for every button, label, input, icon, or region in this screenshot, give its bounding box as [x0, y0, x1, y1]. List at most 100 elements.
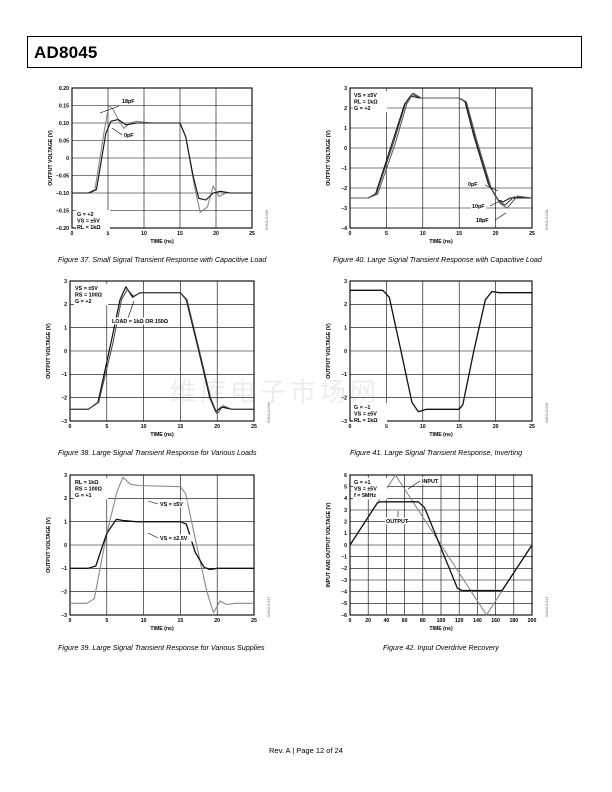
series-line [70, 286, 254, 413]
x-tick-label: 20 [213, 231, 219, 237]
condition-label: RL = 1kΩ [354, 100, 378, 106]
page-footer: Rev. A | Page 12 of 24 [269, 746, 343, 755]
annotation-label: 18pF [476, 218, 489, 224]
annotation-leader [147, 532, 159, 539]
x-tick-label: 160 [491, 618, 500, 624]
x-tick-label: 60 [402, 618, 408, 624]
series-line [72, 118, 252, 201]
annotation-label: OUTPUT [386, 519, 409, 525]
x-tick-label: 15 [456, 424, 462, 430]
y-tick-label: 0.10 [59, 121, 69, 127]
x-tick-label: 15 [456, 231, 462, 237]
fig37-grid [71, 87, 253, 229]
condition-label: f = 5MHz [354, 493, 376, 499]
condition-label: VS = ±5V [354, 93, 377, 99]
y-tick-label: 0 [64, 543, 67, 549]
series-line [350, 92, 533, 209]
condition-label: G = +2 [75, 299, 91, 305]
y-tick-label: –2 [61, 589, 67, 595]
fig42-svg: 0 20 40 60 80 100 120 140 160 180 200 6 5 4 3 2 1 0 –1 –2 –3… [326, 473, 549, 632]
y-tick-label: –3 [61, 613, 67, 619]
condition-label: G = +1 [75, 493, 91, 499]
y-tick-label: 1 [344, 126, 347, 132]
y-tick-label: –1 [61, 566, 67, 572]
condition-label: VS = ±5V [75, 286, 98, 292]
x-tick-label: 120 [455, 618, 464, 624]
x-tick-label: 0 [349, 618, 352, 624]
y-tick-label: –2 [341, 186, 347, 192]
page-header: AD8045 [27, 36, 582, 68]
y-tick-label: –5 [341, 601, 347, 607]
caption-fig42: Figure 42. Input Overdrive Recovery [383, 643, 499, 652]
x-tick-label: 10 [141, 231, 147, 237]
series-line [70, 288, 254, 415]
figure-code: 04942-0-016 [267, 403, 271, 423]
y-tick-label: 0 [344, 543, 347, 549]
figure-37: 0 5 10 15 20 25 0.20 0.15 0.10 0.05 0 –0.05 –0.10 –0.… [42, 80, 312, 280]
condition-label: G = +2 [354, 106, 370, 112]
y-tick-label: –2 [341, 395, 347, 401]
annotation-leader [99, 105, 120, 114]
y-tick-label: 2 [344, 106, 347, 112]
y-tick-label: 1 [344, 325, 347, 331]
condition-label: G = +2 [77, 212, 93, 218]
y-tick-label: –4 [341, 226, 347, 232]
x-tick-label: 20 [214, 424, 220, 430]
condition-label: G = –1 [354, 405, 370, 411]
figure-code: 04942-0-015 [265, 210, 269, 230]
figure-39: 0 5 10 15 20 25 3 2 1 0 –1 –2 –3 TIME (ns) OUTPUT VOLT… [42, 467, 312, 667]
y-tick-label: 5 [344, 484, 347, 490]
annotation-leader [484, 184, 499, 192]
x-axis-label: TIME (ns) [429, 239, 453, 245]
caption-fig40: Figure 40. Large Signal Transient Respon… [333, 255, 542, 264]
figure-41: 0 5 10 15 20 25 3 2 1 0 –1 –2 –3 TIME (ns) OUTPUT VOLT… [316, 273, 586, 473]
annotation-label: 18pF [122, 99, 135, 105]
x-tick-label: 5 [385, 424, 388, 430]
y-tick-label: 0 [66, 156, 69, 162]
watermark: 维库电子市场网 [170, 378, 381, 408]
x-tick-label: 20 [214, 618, 220, 624]
condition-label: RL = 1kΩ [354, 418, 378, 424]
figure-code: 04942-0-019 [545, 403, 549, 423]
annotation-leader [147, 500, 159, 505]
x-tick-label: 40 [384, 618, 390, 624]
y-tick-label: 2 [344, 302, 347, 308]
x-tick-label: 0 [69, 424, 72, 430]
annotation-label: LOAD = 1kΩ OR 150Ω [112, 319, 169, 325]
x-tick-label: 10 [420, 424, 426, 430]
y-tick-label: –1 [341, 372, 347, 378]
x-tick-label: 25 [529, 231, 535, 237]
x-tick-label: 25 [251, 618, 257, 624]
y-tick-label: 0.15 [59, 103, 69, 109]
series-line [350, 289, 532, 413]
y-tick-label: –1 [61, 372, 67, 378]
fig42-conditions: G = +1VS = ±5Vf = 5MHz [353, 478, 387, 500]
annotation-leader [407, 480, 421, 490]
annotation-label: 0pF [124, 133, 134, 139]
condition-label: VS = ±5V [354, 412, 377, 418]
y-tick-label: 3 [344, 279, 347, 285]
annotation-leader [127, 300, 135, 319]
y-tick-label: –1 [341, 166, 347, 172]
y-axis-label: OUTPUT VOLTAGE (V) [326, 130, 332, 186]
y-tick-label: –0.20 [56, 226, 69, 232]
annotation-label: INPUT [422, 479, 439, 485]
y-tick-label: 1 [64, 325, 67, 331]
series-line [349, 501, 533, 592]
x-tick-label: 20 [365, 618, 371, 624]
figure-code: 04942-0-017 [267, 597, 271, 617]
x-tick-label: 80 [420, 618, 426, 624]
annotation-label: VS = ±5V [160, 502, 183, 508]
annotation-leader [494, 212, 507, 221]
x-tick-label: 5 [385, 231, 388, 237]
x-tick-label: 10 [141, 618, 147, 624]
condition-label: G = +1 [354, 480, 370, 486]
y-tick-label: 2 [64, 496, 67, 502]
document-title: AD8045 [34, 43, 98, 62]
condition-label: VS = ±5V [77, 219, 100, 225]
